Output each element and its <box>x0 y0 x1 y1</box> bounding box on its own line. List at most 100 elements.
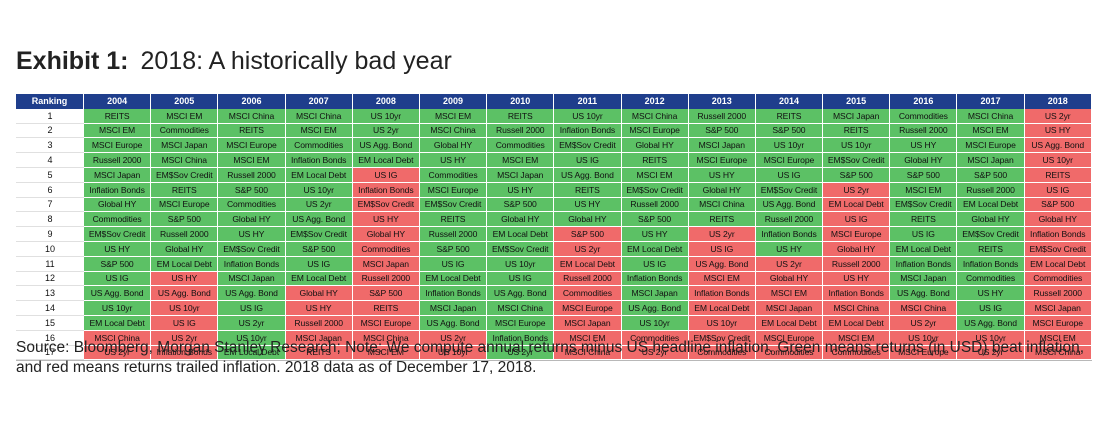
cell-2007-rank-10: S&P 500 <box>285 241 353 257</box>
cell-2004-rank-9: EM$Sov Credit <box>84 227 152 242</box>
cell-2013-rank-14: EM Local Debt <box>688 301 756 316</box>
cell-2004-rank-12: US IG <box>84 271 152 287</box>
cell-2004-rank-16: MSCI China <box>84 330 152 346</box>
cell-2012-rank-4: REITS <box>621 153 689 168</box>
cell-2013-rank-16: EM$Sov Credit <box>688 330 756 346</box>
cell-2008-rank-3: US Agg. Bond <box>352 138 420 154</box>
cell-2014-rank-3: US 10yr <box>755 138 824 154</box>
cell-2012-rank-6: EM$Sov Credit <box>621 182 689 198</box>
cell-2015-rank-3: US 10yr <box>823 138 891 154</box>
cell-2013-rank-13: Inflation Bonds <box>688 286 756 302</box>
cell-2015-rank-1: MSCI Japan <box>823 108 891 124</box>
cell-2015-rank-2: REITS <box>823 123 891 139</box>
cell-2012-rank-10: EM Local Debt <box>621 241 689 257</box>
cell-2018-rank-14: MSCI Japan <box>1024 301 1092 316</box>
cell-2018-rank-8: Global HY <box>1024 212 1092 228</box>
cell-2011-rank-2: Inflation Bonds <box>554 123 622 139</box>
cell-2009-rank-5: Commodities <box>419 167 488 183</box>
cell-2005-rank-16: US 2yr <box>151 330 219 346</box>
cell-2017-rank-17: US 2yr <box>957 345 1025 361</box>
cell-2005-rank-17: Inflation Bonds <box>151 345 219 361</box>
cell-2010-rank-4: MSCI EM <box>487 153 555 168</box>
cell-2008-rank-12: Russell 2000 <box>352 271 420 287</box>
cell-2010-rank-7: S&P 500 <box>487 197 555 213</box>
cell-2007-rank-14: US HY <box>285 301 353 316</box>
cell-2008-rank-5: US IG <box>352 167 420 183</box>
cell-2015-rank-15: EM Local Debt <box>823 315 891 331</box>
cell-2018-rank-11: EM Local Debt <box>1024 256 1092 272</box>
cell-2016-rank-14: MSCI China <box>890 301 958 316</box>
cell-2004-rank-17: US 2yr <box>84 345 152 361</box>
rank-9: 9 <box>16 227 84 242</box>
cell-2011-rank-6: REITS <box>554 182 622 198</box>
cell-2017-rank-13: US HY <box>957 286 1025 302</box>
cell-2018-rank-10: EM$Sov Credit <box>1024 241 1092 257</box>
cell-2007-rank-13: Global HY <box>285 286 353 302</box>
cell-2015-rank-8: US IG <box>823 212 891 228</box>
cell-2012-rank-2: MSCI Europe <box>621 123 689 139</box>
cell-2018-rank-7: S&P 500 <box>1024 197 1092 213</box>
cell-2016-rank-7: EM$Sov Credit <box>890 197 958 213</box>
cell-2014-rank-10: US HY <box>755 241 824 257</box>
cell-2018-rank-4: US 10yr <box>1024 153 1092 168</box>
cell-2017-rank-4: MSCI Japan <box>957 153 1025 168</box>
cell-2010-rank-10: EM$Sov Credit <box>487 241 555 257</box>
cell-2008-rank-15: MSCI Europe <box>352 315 420 331</box>
cell-2012-rank-5: MSCI EM <box>621 167 689 183</box>
cell-2013-rank-5: US HY <box>688 167 756 183</box>
cell-2004-rank-3: MSCI Europe <box>84 138 152 154</box>
cell-2014-rank-7: US Agg. Bond <box>755 197 824 213</box>
cell-2007-rank-11: US IG <box>285 256 353 272</box>
cell-2004-rank-13: US Agg. Bond <box>84 286 152 302</box>
cell-2017-rank-7: EM Local Debt <box>957 197 1025 213</box>
cell-2018-rank-3: US Agg. Bond <box>1024 138 1092 154</box>
source-note: Source: Bloomberg, Morgan Stanley Resear… <box>16 339 1085 376</box>
cell-2010-rank-6: US HY <box>487 182 555 198</box>
header-year-2017: 2017 <box>957 94 1025 109</box>
cell-2012-rank-8: S&P 500 <box>621 212 689 228</box>
cell-2009-rank-12: EM Local Debt <box>419 271 488 287</box>
cell-2006-rank-17: EM Local Debt <box>218 345 286 361</box>
cell-2016-rank-3: US HY <box>890 138 958 154</box>
cell-2016-rank-6: MSCI EM <box>890 182 958 198</box>
cell-2009-rank-6: MSCI Europe <box>419 182 488 198</box>
cell-2018-rank-6: US IG <box>1024 182 1092 198</box>
cell-2005-rank-9: Russell 2000 <box>151 227 219 242</box>
cell-2006-rank-1: MSCI China <box>218 108 286 124</box>
cell-2014-rank-12: Global HY <box>755 271 824 287</box>
cell-2012-rank-11: US IG <box>621 256 689 272</box>
cell-2005-rank-12: US HY <box>151 271 219 287</box>
cell-2006-rank-5: Russell 2000 <box>218 167 286 183</box>
cell-2009-rank-17: US 10yr <box>419 345 488 361</box>
cell-2017-rank-15: US Agg. Bond <box>957 315 1025 331</box>
cell-2010-rank-8: Global HY <box>487 212 555 228</box>
cell-2010-rank-14: MSCI China <box>487 301 555 316</box>
rank-8: 8 <box>16 212 84 228</box>
cell-2011-rank-17: MSCI China <box>554 345 622 361</box>
header-year-2018: 2018 <box>1024 94 1092 109</box>
cell-2017-rank-1: MSCI China <box>957 108 1025 124</box>
cell-2010-rank-5: MSCI Japan <box>487 167 555 183</box>
cell-2008-rank-17: MSCI EM <box>352 345 420 361</box>
cell-2004-rank-8: Commodities <box>84 212 152 228</box>
cell-2006-rank-13: US Agg. Bond <box>218 286 286 302</box>
cell-2012-rank-7: Russell 2000 <box>621 197 689 213</box>
cell-2015-rank-7: EM Local Debt <box>823 197 891 213</box>
cell-2009-rank-16: US 2yr <box>419 330 488 346</box>
cell-2016-rank-17: MSCI Europe <box>890 345 958 361</box>
cell-2010-rank-12: US IG <box>487 271 555 287</box>
cell-2017-rank-5: S&P 500 <box>957 167 1025 183</box>
cell-2018-rank-16: MSCI EM <box>1024 330 1092 346</box>
cell-2014-rank-6: EM$Sov Credit <box>755 182 824 198</box>
cell-2016-rank-15: US 2yr <box>890 315 958 331</box>
cell-2014-rank-16: MSCI Europe <box>755 330 824 346</box>
cell-2013-rank-6: Global HY <box>688 182 756 198</box>
cell-2014-rank-11: US 2yr <box>755 256 824 272</box>
cell-2014-rank-8: Russell 2000 <box>755 212 824 228</box>
cell-2009-rank-14: MSCI Japan <box>419 301 488 316</box>
cell-2015-rank-17: Commodities <box>823 345 891 361</box>
cell-2013-rank-17: Commodities <box>688 345 756 361</box>
cell-2014-rank-4: MSCI Europe <box>755 153 824 168</box>
exhibit-heading: 2018: A historically bad year <box>140 47 452 75</box>
header-year-2012: 2012 <box>621 94 689 109</box>
